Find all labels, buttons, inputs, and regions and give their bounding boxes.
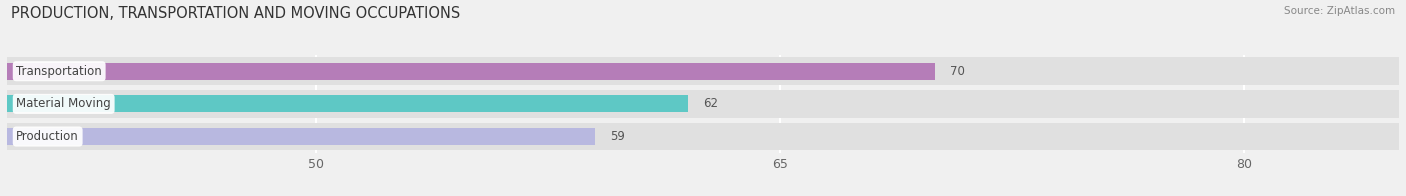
Bar xyxy=(7,57,1399,85)
Bar xyxy=(7,123,1399,150)
Text: Material Moving: Material Moving xyxy=(17,97,111,110)
Text: PRODUCTION, TRANSPORTATION AND MOVING OCCUPATIONS: PRODUCTION, TRANSPORTATION AND MOVING OC… xyxy=(11,6,461,21)
Text: 59: 59 xyxy=(610,130,626,143)
Text: 62: 62 xyxy=(703,97,718,110)
Text: Source: ZipAtlas.com: Source: ZipAtlas.com xyxy=(1284,6,1395,16)
Bar xyxy=(7,95,688,112)
Bar xyxy=(7,63,935,80)
Text: Transportation: Transportation xyxy=(17,65,103,78)
Bar xyxy=(7,128,595,145)
Text: Production: Production xyxy=(17,130,79,143)
Text: 70: 70 xyxy=(950,65,966,78)
Bar xyxy=(7,90,1399,118)
